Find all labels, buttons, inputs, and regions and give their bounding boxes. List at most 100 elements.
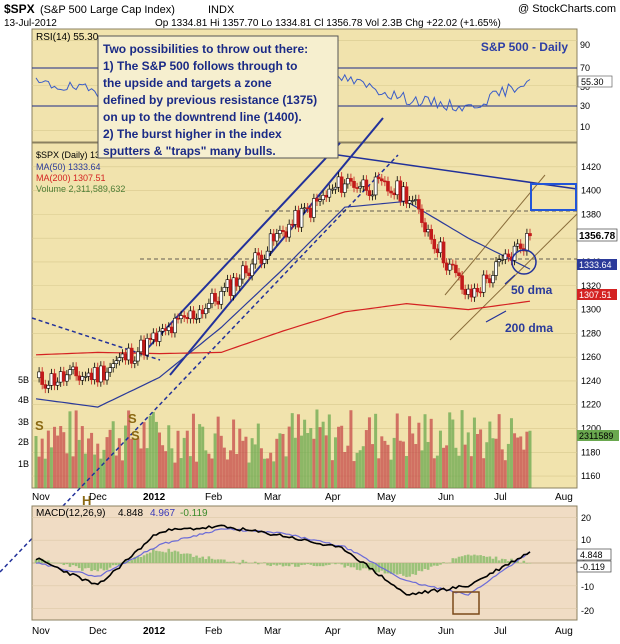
price-bar [241,265,245,280]
price-bar [352,181,356,188]
volume-bar [49,447,53,488]
volume-bar [296,414,300,488]
volume-bar [367,417,371,488]
price-bar [170,326,174,334]
volume-bar [321,421,325,488]
macd-hist-bar [99,563,103,569]
price-bar [481,274,486,293]
price-bar [197,309,202,319]
volume-bar [476,433,480,488]
price-bar [265,250,270,260]
price-bar [275,233,279,242]
volume-bar [96,443,100,488]
volume-bar [516,437,520,488]
price-bar [423,222,427,233]
rsi-tick-70: 70 [580,63,590,73]
ma200-tag-box [577,289,617,300]
price-bar [188,310,193,320]
price-bar [89,372,94,381]
price-tick-1320: 1320 [581,281,601,291]
volume-bar [398,440,402,488]
macd-hist-bar [485,556,489,563]
volume-bar [383,440,387,488]
macd-hist-bar [87,563,90,568]
macd-hist-bar [402,563,405,576]
rsi-label: RSI(14) 55.30 [36,32,99,43]
volume-bar [111,421,115,488]
volume-bar [386,444,390,488]
macd-hist-bar [432,563,436,566]
vol-tick-3b: 3B [18,417,29,427]
volume-bar [364,430,368,488]
volume-bar [124,425,128,488]
x-axis-upper: Nov Dec 2012 Feb Mar Apr May Jun Jul Aug [32,492,573,503]
macd-hist-bar [53,562,56,564]
price-tick-1200: 1200 [581,424,601,434]
volume-bar [389,459,393,488]
volume-bar [151,412,155,488]
macd-hist-bar [371,563,374,570]
price-bar [401,186,406,202]
macd-hist-bar [417,563,421,571]
price-bar [222,287,227,292]
price-bar [349,178,353,182]
close-tag-box [576,228,618,242]
volume-bar [56,435,60,488]
ma50-tag: 1333.64 [579,260,612,270]
price-bar [305,207,310,210]
macd-hist-bar [491,558,495,563]
copyright: @ StockCharts.com [518,3,616,15]
volume-bar [355,452,359,488]
x-label-jul: Jul [494,492,507,503]
macd-hist-bar [331,563,334,564]
volume-bar [179,458,183,488]
price-bar [99,365,103,383]
price-bar [216,301,220,305]
volume-bar [46,430,50,488]
macd-hist-bar [528,563,532,564]
macd-hist-bar [96,563,100,572]
volume-bar [284,456,288,488]
price-bar [392,192,396,196]
volume-bar [117,438,121,488]
macd-hist-bar [105,563,109,570]
macd-hist-bar [442,562,445,563]
volume-bar [324,435,328,488]
price-bar [327,188,332,198]
macd-hist-bar [405,563,408,578]
volume-bar [405,456,408,488]
macd-hist-bar [488,556,492,563]
price-bar [407,200,412,204]
volume-bar [491,438,495,488]
price-bar [262,259,267,264]
volume-bar [423,414,427,488]
macd-hist-bar [244,561,248,563]
ma50-pointer [504,274,516,285]
macd-hist-bar [334,563,337,565]
macd-hist-bar [133,556,137,563]
price-bar [435,248,440,254]
volume-bar [488,421,492,488]
volume-bar [454,447,458,488]
volume-bar [244,436,248,488]
macd-hist-bar [216,559,220,563]
price-tick-1300: 1300 [581,305,601,315]
rsi-current-tag-box [577,75,613,88]
macd-hist-bar [399,563,402,574]
volume-bar [216,416,220,488]
volume-bar [337,426,341,488]
macd-hist-bar [389,563,393,575]
vol-tick-4b: 4B [18,395,29,405]
macd-hist-bar [161,551,164,563]
price-bar [336,176,341,188]
macd-hist-bar [269,563,272,567]
s-marker-3: S [131,428,140,443]
price-bar [151,332,156,340]
volume-bar [318,427,322,488]
volume-bar [62,432,66,488]
volume-bar [238,428,242,488]
price-bar [500,259,505,261]
macd-hist-bar [148,552,152,563]
x-label-feb: Feb [205,492,223,503]
macd-hist-bar [408,563,411,577]
